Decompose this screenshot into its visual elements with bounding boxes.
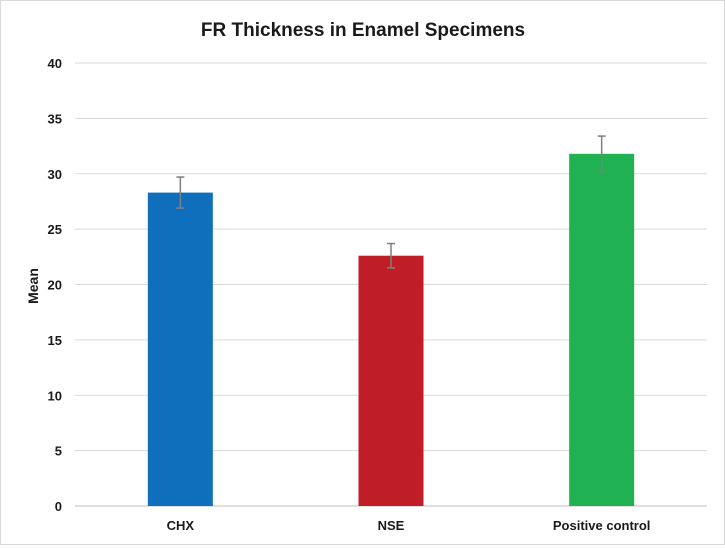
error-bar-positive-control	[597, 135, 606, 173]
bar-positive-control	[569, 153, 635, 506]
y-tick-label: 5	[55, 444, 62, 459]
y-tick-label: 0	[55, 499, 62, 514]
y-tick-label: 30	[48, 167, 62, 182]
error-bars	[176, 135, 606, 269]
chart-title: FR Thickness in Enamel Specimens	[201, 20, 525, 41]
x-tick-label: CHX	[167, 518, 195, 533]
bar-chx	[147, 192, 213, 506]
y-tick-label: 25	[48, 222, 62, 237]
y-tick-label: 15	[48, 333, 62, 348]
y-axis-label: Mean	[25, 268, 41, 304]
y-axis-ticks: 0 5 10 15 20 25 30 35 40	[48, 56, 62, 514]
error-bar-chx	[176, 176, 185, 209]
bars	[147, 153, 635, 506]
y-tick-label: 20	[48, 278, 62, 293]
y-tick-label: 10	[48, 388, 62, 403]
y-tick-label: 40	[48, 56, 62, 71]
x-axis-labels: CHX NSE Positive control	[167, 518, 651, 533]
error-bar-nse	[387, 242, 395, 269]
x-tick-label: NSE	[378, 518, 405, 533]
y-tick-label: 35	[48, 111, 62, 126]
bar-nse	[358, 255, 424, 506]
x-tick-label: Positive control	[553, 518, 651, 533]
